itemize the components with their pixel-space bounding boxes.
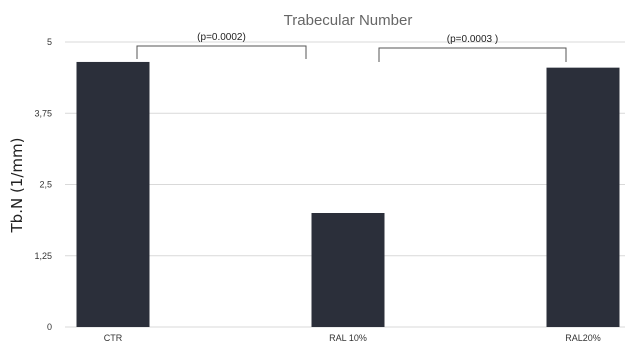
category-label: RAL 10% xyxy=(329,333,367,343)
bar xyxy=(311,213,385,327)
category-labels: CTR RAL 10% RAL20% xyxy=(104,333,601,343)
y-tick-label: 3,75 xyxy=(34,108,52,118)
significance-bracket xyxy=(136,45,307,59)
y-tick-label: 2,5 xyxy=(39,180,52,190)
category-label: CTR xyxy=(104,333,123,343)
bar xyxy=(76,61,150,327)
y-tick-label: 1,25 xyxy=(34,251,52,261)
y-tick-label: 5 xyxy=(47,37,52,47)
gridlines xyxy=(65,41,625,328)
chart-title: Trabecular Number xyxy=(284,12,413,29)
significance-annotations: (p=0.0002) (p=0.0003 ) xyxy=(136,32,567,62)
bars xyxy=(76,61,620,328)
y-tick-label: 0 xyxy=(47,322,52,332)
significance-bracket xyxy=(378,47,567,62)
p-value-label: (p=0.0002) xyxy=(197,32,246,43)
p-value-label: (p=0.0003 ) xyxy=(447,34,498,45)
y-axis-label: Tb.N (1/mm) xyxy=(8,138,26,234)
bar xyxy=(546,67,620,328)
y-tick-labels: 0 1,25 2,5 3,75 5 xyxy=(34,37,52,332)
category-label: RAL20% xyxy=(565,333,601,343)
